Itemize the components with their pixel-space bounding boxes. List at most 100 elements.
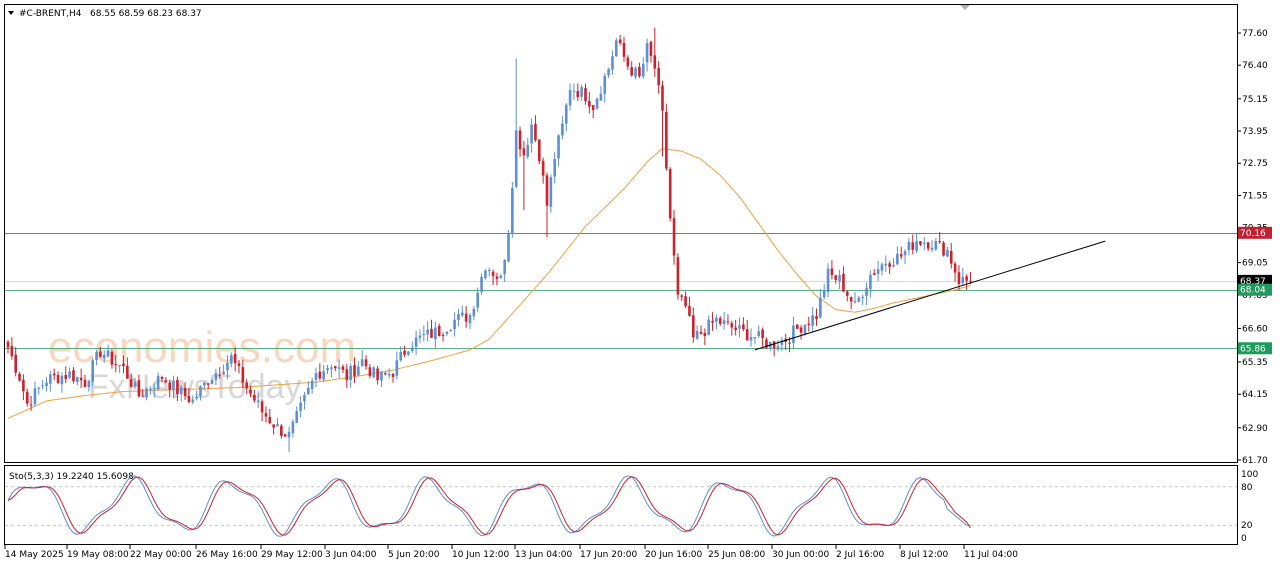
candle	[514, 58, 518, 189]
candle	[260, 399, 264, 422]
candle	[776, 339, 780, 352]
time-tick-label: 25 Jun 08:00	[708, 550, 765, 560]
candle	[326, 364, 329, 374]
header-dropdown-icon[interactable]	[8, 11, 14, 15]
candle	[857, 295, 861, 302]
svg-text:70.16: 70.16	[1240, 229, 1266, 239]
price-tick-label: 75.15	[1242, 95, 1268, 105]
candle	[953, 261, 957, 282]
candle	[745, 319, 749, 341]
candle	[969, 271, 972, 284]
candle	[280, 424, 283, 439]
price-tick-label: 67.85	[1242, 291, 1268, 301]
candle	[649, 40, 653, 63]
candle	[303, 392, 306, 410]
candle	[183, 382, 187, 401]
candle	[522, 140, 526, 211]
candle	[711, 312, 714, 331]
support-trendline[interactable]	[754, 240, 1106, 351]
candle	[830, 260, 834, 280]
candle	[391, 373, 395, 383]
candle	[876, 260, 880, 281]
candle	[880, 262, 884, 276]
time-tick-label: 14 May 2025	[5, 550, 64, 560]
stoch-pane-frame	[4, 465, 1238, 545]
candle	[753, 336, 757, 344]
candle	[230, 352, 233, 368]
stoch-tick-label: 80	[1241, 483, 1253, 493]
candle	[160, 375, 164, 383]
candle	[60, 372, 64, 393]
candle	[911, 234, 915, 255]
candle	[553, 151, 556, 184]
candle	[14, 347, 17, 377]
candle	[853, 292, 857, 304]
candle	[41, 379, 44, 390]
candle	[742, 317, 745, 332]
candle	[133, 378, 137, 390]
candle	[195, 390, 198, 401]
ma-line	[7, 147, 971, 419]
candle	[888, 261, 891, 275]
candle	[341, 364, 345, 374]
chart-header: #C-BRENT,H4 68.55 68.59 68.23 68.37	[8, 9, 202, 19]
candle	[618, 34, 622, 46]
candle	[530, 118, 533, 153]
candle	[511, 182, 514, 238]
candle	[10, 337, 14, 360]
candle	[707, 315, 710, 336]
candle	[45, 377, 48, 392]
candle	[52, 368, 56, 381]
candle	[380, 370, 383, 388]
candle	[896, 246, 899, 266]
candle	[353, 357, 356, 383]
candle	[360, 350, 364, 367]
price-tick-label: 66.60	[1242, 324, 1268, 334]
candle	[630, 61, 633, 77]
candle	[218, 367, 222, 379]
candle	[695, 325, 699, 340]
trendline[interactable]	[754, 240, 1106, 351]
ohlc-readout: 68.55 68.59 68.23 68.37	[90, 9, 202, 19]
candle	[384, 372, 387, 376]
stoch-label: Sto(5,3,3) 19.2240 15.6098	[9, 472, 134, 482]
candle	[819, 289, 822, 319]
candle	[110, 348, 114, 369]
candle	[179, 384, 183, 402]
candle	[176, 376, 179, 401]
candle	[287, 426, 291, 452]
candle	[276, 418, 279, 427]
time-tick-label: 11 Jul 04:00	[964, 550, 1018, 560]
time-tick-label: 17 Jun 20:00	[580, 550, 637, 560]
candle	[414, 330, 418, 355]
candle	[330, 364, 333, 378]
candle	[626, 55, 630, 70]
candle	[765, 337, 768, 350]
candle	[49, 370, 52, 392]
candle	[6, 339, 10, 354]
candle	[268, 409, 272, 425]
time-tick-label: 13 Jun 04:00	[515, 550, 572, 560]
chart-shift-icon[interactable]	[960, 5, 970, 10]
time-tick-label: 26 May 16:00	[196, 550, 258, 560]
price-tick-label: 72.75	[1242, 159, 1268, 169]
price-tick-label: 76.40	[1242, 61, 1268, 71]
candle	[861, 294, 864, 305]
candle	[803, 324, 807, 336]
symbol-label: #C-BRENT,H4	[19, 9, 82, 19]
candle	[892, 258, 895, 268]
candle	[676, 253, 680, 300]
candle	[942, 241, 945, 257]
candle	[769, 341, 772, 351]
candle	[164, 377, 168, 384]
candle	[137, 374, 141, 398]
candle	[538, 139, 541, 165]
candle	[499, 273, 503, 280]
candle	[25, 388, 29, 407]
svg-text:68.04: 68.04	[1240, 286, 1266, 296]
candle	[495, 272, 499, 286]
stoch-d-line	[7, 476, 971, 536]
price-tick-label: 62.90	[1242, 424, 1268, 434]
candle	[29, 395, 33, 411]
